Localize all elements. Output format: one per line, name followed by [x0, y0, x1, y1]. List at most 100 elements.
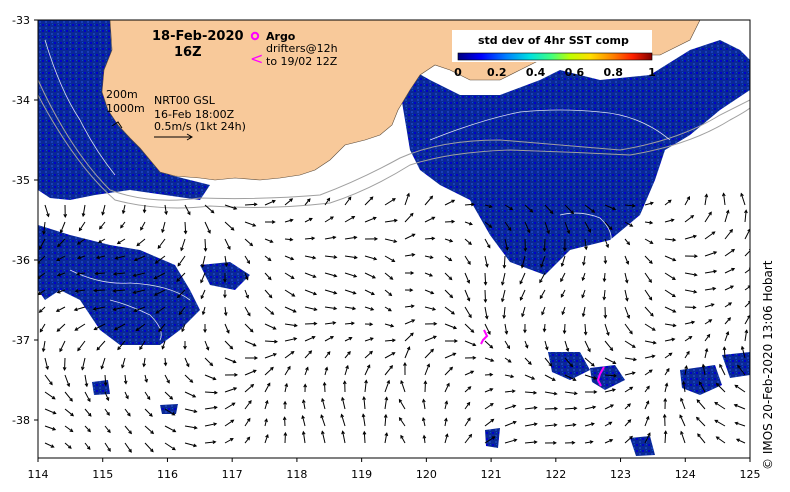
current-arrow	[424, 272, 434, 277]
current-arrow	[704, 269, 718, 274]
current-arrow	[154, 255, 166, 264]
current-arrow	[464, 433, 473, 444]
current-arrow	[724, 209, 730, 223]
current-arrow	[301, 399, 306, 410]
current-arrow	[164, 391, 174, 400]
current-arrow	[644, 400, 650, 410]
current-arrow	[384, 432, 389, 444]
current-arrow	[644, 385, 650, 393]
current-arrow	[464, 238, 472, 246]
current-arrow	[721, 192, 726, 206]
current-arrow	[224, 357, 237, 364]
current-arrow	[244, 340, 257, 347]
current-arrow	[444, 400, 449, 410]
currents-model-label: NRT00 GSL	[154, 94, 216, 107]
current-arrow	[714, 419, 726, 427]
current-arrow	[524, 204, 534, 213]
current-arrow	[153, 289, 166, 296]
current-arrow	[400, 434, 406, 444]
current-arrow	[183, 340, 187, 350]
current-arrow	[724, 285, 735, 291]
current-arrow	[84, 408, 92, 417]
current-arrow	[384, 365, 394, 376]
current-arrow	[444, 352, 457, 359]
current-arrow	[224, 221, 235, 231]
colorbar-tick-label: 1	[648, 66, 656, 79]
current-arrow	[724, 267, 736, 274]
current-arrow	[200, 289, 206, 300]
current-arrow	[244, 417, 251, 427]
current-arrow	[42, 221, 46, 235]
current-arrow	[564, 340, 570, 352]
current-arrow	[604, 323, 610, 337]
current-arrow	[181, 323, 186, 333]
sst-patch-small-7	[630, 436, 655, 456]
current-arrow	[644, 201, 654, 206]
current-arrow	[284, 306, 297, 313]
current-arrow	[204, 221, 211, 234]
current-arrow	[464, 386, 472, 393]
current-arrow	[284, 382, 289, 393]
current-arrow	[95, 255, 106, 260]
current-arrow	[164, 204, 168, 216]
current-arrow	[204, 340, 210, 351]
current-arrow	[304, 289, 318, 296]
x-tick-label: 121	[481, 468, 502, 481]
current-arrow	[684, 365, 688, 376]
current-arrow	[504, 340, 511, 350]
current-arrow	[321, 397, 326, 410]
colorbar-tick-label: 0.6	[565, 66, 585, 79]
current-arrow	[714, 401, 726, 410]
current-arrow	[164, 408, 176, 416]
current-arrow	[679, 414, 686, 427]
current-arrow	[624, 371, 636, 376]
current-arrow	[624, 221, 634, 227]
current-arrow	[384, 379, 391, 393]
colorbar-title: std dev of 4hr SST comp	[478, 34, 629, 47]
current-arrow	[183, 221, 188, 235]
current-arrow	[116, 238, 126, 245]
current-arrow	[324, 366, 329, 376]
current-arrow	[364, 322, 374, 327]
current-arrow	[737, 364, 746, 376]
current-arrow	[283, 431, 288, 444]
current-arrow	[364, 306, 375, 311]
current-arrow	[204, 374, 217, 381]
current-arrow	[178, 306, 186, 316]
current-arrow	[77, 340, 86, 352]
colorbar-tick-label: 0	[454, 66, 462, 79]
current-arrow	[184, 204, 191, 216]
current-arrow	[244, 306, 251, 317]
sst-patch-small-3	[590, 365, 625, 390]
current-arrow	[92, 306, 106, 311]
current-arrow	[244, 289, 249, 299]
current-arrow	[564, 423, 577, 427]
current-arrow	[282, 416, 287, 427]
current-arrow	[304, 255, 317, 260]
x-tick-label: 124	[675, 468, 696, 481]
current-arrow	[664, 272, 676, 280]
current-arrow	[78, 221, 86, 232]
current-arrow	[421, 398, 426, 410]
current-arrow	[584, 357, 595, 367]
current-arrow	[701, 363, 706, 376]
current-arrows	[38, 192, 750, 453]
current-arrow	[744, 300, 750, 308]
current-arrow	[96, 340, 106, 351]
current-arrow	[404, 271, 415, 275]
current-arrow	[124, 442, 132, 453]
current-arrow	[704, 303, 715, 308]
current-arrow	[64, 442, 72, 449]
current-arrow	[284, 350, 295, 359]
x-tick-label: 122	[545, 468, 566, 481]
current-arrow	[523, 323, 527, 334]
current-arrow	[304, 321, 318, 326]
current-arrow	[104, 391, 110, 402]
current-arrow	[324, 336, 335, 342]
current-arrow	[504, 204, 514, 211]
current-arrow	[664, 352, 673, 359]
current-arrow	[464, 323, 475, 333]
current-arrow	[157, 238, 166, 249]
current-arrow	[364, 216, 377, 223]
current-arrow	[464, 289, 471, 302]
